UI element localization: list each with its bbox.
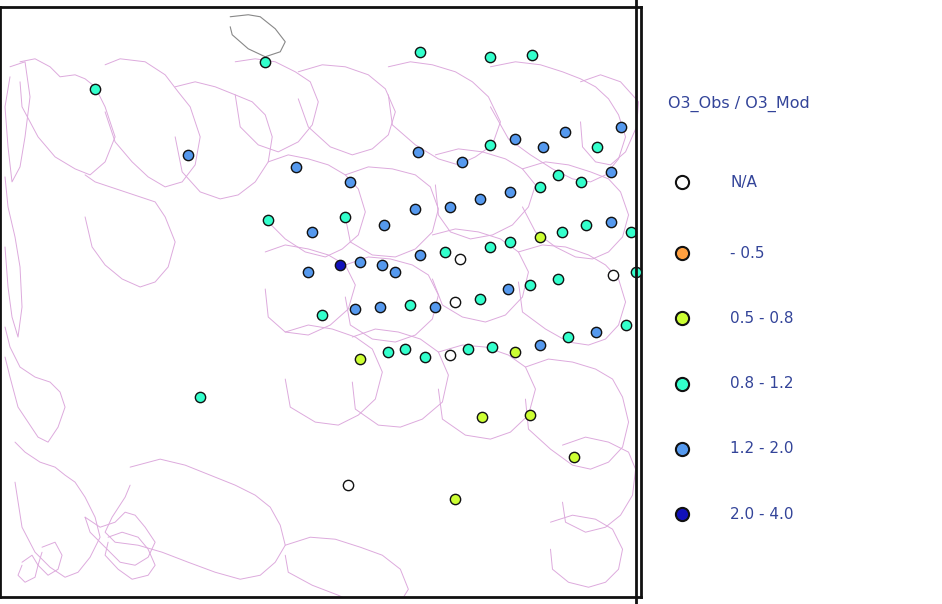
Point bbox=[674, 178, 690, 187]
Point bbox=[533, 182, 548, 191]
Point bbox=[348, 304, 363, 314]
Point bbox=[455, 157, 470, 167]
Point bbox=[558, 127, 573, 137]
Point bbox=[536, 142, 551, 152]
Text: O3_Obs / O3_Mod: O3_Obs / O3_Mod bbox=[668, 95, 809, 112]
Point bbox=[353, 354, 368, 364]
Point bbox=[377, 220, 392, 230]
Point bbox=[338, 212, 353, 222]
Point bbox=[628, 267, 643, 277]
Point bbox=[508, 347, 523, 357]
Point bbox=[473, 294, 488, 304]
Point bbox=[193, 392, 208, 402]
Point bbox=[461, 344, 476, 354]
Point bbox=[418, 352, 433, 362]
Text: 1.2 - 2.0: 1.2 - 2.0 bbox=[730, 442, 793, 456]
Point bbox=[589, 142, 604, 152]
Point bbox=[551, 170, 566, 180]
Point bbox=[411, 147, 426, 156]
Point bbox=[447, 297, 463, 307]
Point bbox=[613, 122, 628, 132]
Point bbox=[438, 247, 453, 257]
Point bbox=[555, 227, 570, 237]
Point bbox=[603, 167, 618, 177]
Point bbox=[375, 260, 390, 270]
Point bbox=[88, 84, 103, 94]
Point bbox=[551, 274, 566, 284]
Point bbox=[381, 347, 396, 357]
Point bbox=[533, 340, 548, 350]
Point bbox=[289, 162, 304, 172]
Point bbox=[533, 232, 548, 242]
Point bbox=[258, 57, 273, 66]
Point bbox=[353, 257, 368, 267]
Point bbox=[300, 267, 316, 277]
Point bbox=[485, 342, 500, 352]
Text: 0.8 - 1.2: 0.8 - 1.2 bbox=[730, 376, 793, 391]
Point bbox=[443, 202, 458, 212]
Point bbox=[413, 250, 428, 260]
Point bbox=[501, 284, 516, 294]
Point bbox=[525, 50, 540, 60]
Point bbox=[403, 300, 418, 310]
Text: N/A: N/A bbox=[730, 175, 757, 190]
Point bbox=[603, 217, 618, 226]
Text: - 0.5: - 0.5 bbox=[730, 246, 765, 260]
Point bbox=[605, 270, 620, 280]
Point bbox=[343, 177, 358, 187]
Point bbox=[508, 134, 523, 144]
Point bbox=[315, 310, 330, 320]
Point bbox=[674, 444, 690, 454]
Point bbox=[674, 248, 690, 258]
Point bbox=[674, 509, 690, 519]
Point bbox=[428, 302, 443, 312]
Point bbox=[523, 280, 538, 290]
Point bbox=[618, 320, 633, 330]
Point bbox=[398, 344, 413, 354]
Point bbox=[181, 150, 196, 159]
Point bbox=[373, 302, 388, 312]
Point bbox=[561, 332, 577, 342]
Point bbox=[453, 254, 468, 264]
Point bbox=[573, 177, 588, 187]
Point bbox=[588, 327, 603, 337]
Point bbox=[341, 480, 356, 490]
Point bbox=[261, 215, 276, 225]
Point bbox=[483, 242, 498, 252]
Point bbox=[674, 313, 690, 323]
Text: 0.5 - 0.8: 0.5 - 0.8 bbox=[730, 311, 793, 326]
Point bbox=[483, 52, 498, 62]
Point bbox=[443, 350, 458, 360]
Point bbox=[333, 260, 348, 270]
Point bbox=[388, 267, 403, 277]
Point bbox=[305, 227, 320, 237]
Point bbox=[483, 140, 498, 150]
Text: 2.0 - 4.0: 2.0 - 4.0 bbox=[730, 507, 793, 521]
Point bbox=[503, 237, 518, 247]
Point bbox=[413, 47, 428, 57]
Point bbox=[475, 413, 490, 422]
Point bbox=[566, 452, 581, 462]
Point bbox=[623, 227, 638, 237]
Point bbox=[503, 187, 518, 197]
Point bbox=[408, 204, 423, 214]
Point bbox=[674, 379, 690, 388]
Point bbox=[523, 410, 538, 420]
Point bbox=[447, 494, 463, 504]
Point bbox=[473, 194, 488, 204]
Point bbox=[578, 220, 593, 230]
